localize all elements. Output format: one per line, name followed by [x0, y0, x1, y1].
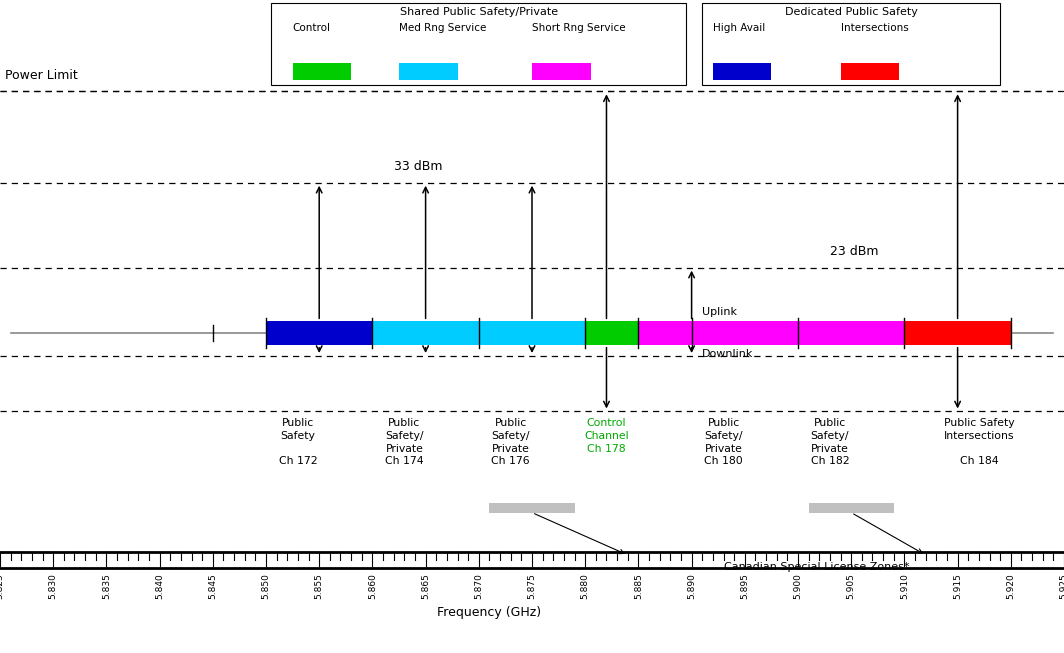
Text: 5.835: 5.835 [102, 573, 111, 599]
Bar [479, 321, 585, 345]
Bar [372, 321, 479, 345]
Text: 33 dBm: 33 dBm [394, 160, 443, 173]
Text: 5.910: 5.910 [900, 573, 909, 599]
Text: Public
Safety

Ch 172: Public Safety Ch 172 [279, 418, 317, 466]
Text: Dedicated Public Safety: Dedicated Public Safety [785, 7, 917, 16]
Text: 5.845: 5.845 [209, 573, 217, 599]
Text: Intersections: Intersections [841, 23, 909, 33]
Text: Public
Safety/
Private
Ch 182: Public Safety/ Private Ch 182 [811, 418, 849, 466]
Text: 5.890: 5.890 [687, 573, 696, 599]
Text: Power Limit: Power Limit [5, 69, 78, 82]
Text: 5.905: 5.905 [847, 573, 855, 599]
Text: Public
Safety/
Private
Ch 176: Public Safety/ Private Ch 176 [492, 418, 530, 466]
Text: High Avail: High Avail [713, 23, 765, 33]
Text: 5.900: 5.900 [794, 573, 802, 599]
Bar [713, 63, 771, 80]
Text: Public
Safety/
Private
Ch 174: Public Safety/ Private Ch 174 [385, 418, 423, 466]
Bar [809, 503, 894, 513]
Text: 5.830: 5.830 [49, 573, 57, 599]
Bar [489, 503, 575, 513]
Text: 5.855: 5.855 [315, 573, 323, 599]
Text: Frequency (GHz): Frequency (GHz) [437, 606, 542, 619]
Bar [266, 321, 372, 345]
Text: Public Safety
Intersections

Ch 184: Public Safety Intersections Ch 184 [944, 418, 1014, 466]
Text: 5.925: 5.925 [1060, 573, 1064, 599]
Bar [293, 63, 351, 80]
Bar [798, 321, 904, 345]
Text: 5.865: 5.865 [421, 573, 430, 599]
Text: 44.8 dBm: 44.8 dBm [577, 69, 636, 82]
Text: Uplink: Uplink [702, 307, 737, 317]
Bar [638, 321, 798, 345]
Bar [841, 63, 899, 80]
Text: Short Rng Service: Short Rng Service [532, 23, 626, 33]
Text: Control: Control [293, 23, 331, 33]
Bar [399, 63, 458, 80]
Text: 23 dBm: 23 dBm [830, 245, 879, 258]
Bar [585, 321, 638, 345]
Text: Canadian Special License Zones*: Canadian Special License Zones* [724, 562, 909, 571]
Text: 5.860: 5.860 [368, 573, 377, 599]
Text: 5.825: 5.825 [0, 573, 4, 599]
Bar [271, 3, 686, 85]
Text: 5.840: 5.840 [155, 573, 164, 599]
Text: 5.870: 5.870 [475, 573, 483, 599]
Text: 5.880: 5.880 [581, 573, 589, 599]
Text: 5.885: 5.885 [634, 573, 643, 599]
Text: 5.920: 5.920 [1007, 573, 1015, 599]
Bar [702, 3, 1000, 85]
Text: Shared Public Safety/Private: Shared Public Safety/Private [400, 7, 558, 16]
Bar [904, 321, 1011, 345]
Text: Control
Channel
Ch 178: Control Channel Ch 178 [584, 418, 629, 454]
Text: Med Rng Service: Med Rng Service [399, 23, 486, 33]
Text: Downlink: Downlink [702, 349, 753, 359]
Bar [532, 63, 591, 80]
Text: 40 dBm: 40 dBm [933, 69, 982, 82]
Text: 5.850: 5.850 [262, 573, 270, 599]
Text: Public
Safety/
Private
Ch 180: Public Safety/ Private Ch 180 [704, 418, 743, 466]
Text: 5.895: 5.895 [741, 573, 749, 599]
Text: 5.915: 5.915 [953, 573, 962, 599]
Text: 5.875: 5.875 [528, 573, 536, 599]
